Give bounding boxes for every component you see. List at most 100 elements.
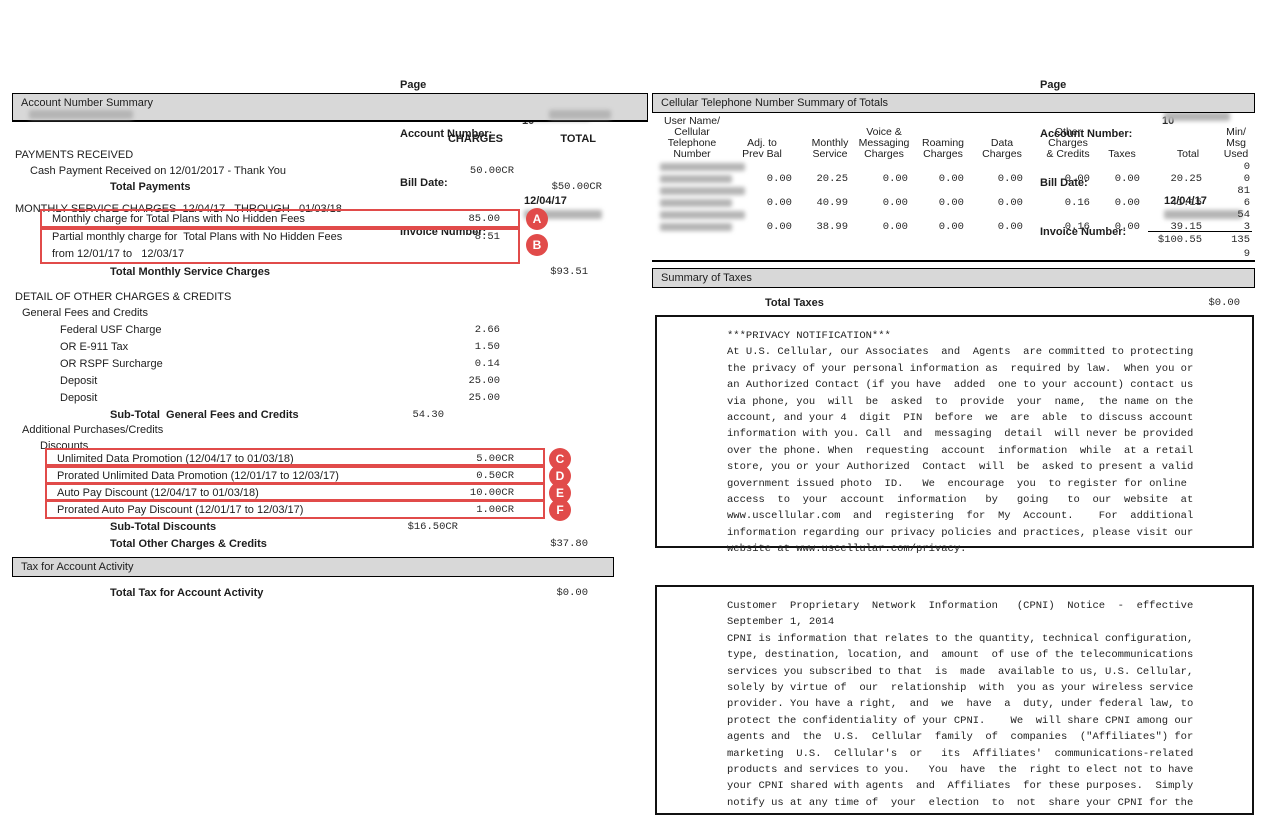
col-header-name: User Name/ Cellular Telephone Number <box>663 115 720 160</box>
total-taxes-value: $0.00 <box>1208 297 1240 309</box>
page-label: Page <box>1040 79 1067 91</box>
table-grand-total: $100.55 <box>1157 234 1202 246</box>
redacted-phone-number <box>660 199 732 207</box>
discount-row-label: Prorated Unlimited Data Promotion (12/01… <box>57 470 339 482</box>
bill-date-label: Bill Date: <box>1040 177 1088 189</box>
cell-other: 0.16 <box>1064 221 1090 233</box>
general-fees-group-label: General Fees and Credits <box>22 307 148 319</box>
ctn-table-header: User Name/ Cellular Telephone Number Adj… <box>652 116 1258 160</box>
subtotal-discounts-label: Sub-Total Discounts <box>110 521 217 533</box>
additional-purchases-group-label: Additional Purchases/Credits <box>22 424 164 436</box>
cell-other: 0.00 <box>1064 173 1090 185</box>
col-header-total: Total <box>1176 148 1200 160</box>
row-msg-used: 0 <box>1243 173 1250 185</box>
account-number-summary-bar: Account Number Summary <box>12 93 648 122</box>
redacted-invoice-number <box>1164 210 1242 219</box>
page-3-header: Page 3 of 10 Account Number: Bill Date: … <box>400 25 648 257</box>
fee-row-value: 2.66 <box>474 324 500 336</box>
monthly-charge-value: 85.00 <box>468 213 500 225</box>
ctn-summary-title: Cellular Telephone Number Summary of Tot… <box>661 97 889 109</box>
monthly-charge-row-label: Monthly charge for Total Plans with No H… <box>52 213 305 225</box>
partial-charge-row-label: Partial monthly charge for Total Plans w… <box>52 231 343 243</box>
annotation-badge-f: F <box>549 499 571 521</box>
subtotal-general-fees-value: 54.30 <box>412 409 444 421</box>
other-charges-section-heading: DETAIL OF OTHER CHARGES & CREDITS <box>15 291 232 303</box>
cell-monthly: 20.25 <box>816 173 848 185</box>
annotation-badge-b: B <box>526 234 548 256</box>
total-tax-value: $0.00 <box>556 587 588 599</box>
total-tax-label: Total Tax for Account Activity <box>110 587 264 599</box>
total-monthly-value: $93.51 <box>550 266 588 278</box>
bill-date-label: Bill Date: <box>400 177 448 189</box>
cash-payment-row-label: Cash Payment Received on 12/01/2017 - Th… <box>30 165 287 177</box>
col-header-minmsg: Min/ Msg Used <box>1223 126 1249 160</box>
row-msg-used: 6 <box>1243 197 1250 209</box>
cell-taxes: 0.00 <box>1114 221 1140 233</box>
col-header-data: Data Charges <box>982 137 1022 160</box>
cell-roaming: 0.00 <box>938 173 964 185</box>
subtotal-discounts-value: $16.50CR <box>407 521 458 533</box>
annotation-badge-a: A <box>526 208 548 230</box>
cell-total: 20.25 <box>1170 173 1202 185</box>
partial-charge-value: 8.51 <box>474 231 500 243</box>
col-header-monthly: Monthly Service <box>811 137 849 160</box>
cash-payment-charges: 50.00CR <box>469 165 514 177</box>
fee-row-label: Federal USF Charge <box>60 324 162 336</box>
bill-page-3: Page 3 of 10 Account Number: Bill Date: … <box>12 0 648 827</box>
row-min-used: 81 <box>1237 185 1250 197</box>
privacy-notification-box: ***PRIVACY NOTIFICATION*** At U.S. Cellu… <box>655 315 1254 555</box>
cell-data: 0.00 <box>997 197 1023 209</box>
invoice-number-label: Invoice Number: <box>400 226 487 238</box>
privacy-notification-text: ***PRIVACY NOTIFICATION*** At U.S. Cellu… <box>727 330 1194 556</box>
redacted-invoice-number <box>524 210 602 219</box>
redacted-user-name <box>660 187 745 195</box>
bill-date-value: 12/04/17 <box>1164 195 1207 207</box>
table-total-msg: 9 <box>1243 248 1250 260</box>
fee-row-value: 25.00 <box>468 392 500 404</box>
subtotal-general-fees-label: Sub-Total General Fees and Credits <box>110 409 299 421</box>
total-column-header: TOTAL <box>560 133 596 145</box>
cell-adj: 0.00 <box>766 221 792 233</box>
account-number-label: Account Number: <box>1040 128 1133 140</box>
discount-row-label: Prorated Auto Pay Discount (12/01/17 to … <box>57 504 304 516</box>
cell-data: 0.00 <box>997 221 1023 233</box>
discount-row-value: 0.50CR <box>476 470 514 482</box>
charges-column-header: CHARGES <box>447 133 503 145</box>
redacted-user-name <box>660 163 745 171</box>
cpni-notice-box: Customer Proprietary Network Information… <box>655 585 1254 815</box>
fee-row-value: 1.50 <box>474 341 500 353</box>
col-header-other: Other Charges & Credits <box>1046 126 1090 160</box>
cell-other: 0.16 <box>1064 197 1090 209</box>
page-label: Page <box>400 79 427 91</box>
discount-row-value: 10.00CR <box>469 487 514 499</box>
cell-adj: 0.00 <box>766 173 792 185</box>
cell-roaming: 0.00 <box>938 197 964 209</box>
summary-of-taxes-bar: Summary of Taxes <box>652 268 1255 288</box>
fee-row-label: OR RSPF Surcharge <box>60 358 163 370</box>
bill-page-4: Page 4 of 10 Account Number: Bill Date: … <box>652 0 1258 827</box>
ctn-summary-bar: Cellular Telephone Number Summary of Tot… <box>652 93 1255 113</box>
cell-adj: 0.00 <box>766 197 792 209</box>
redacted-account-number-right <box>549 110 611 119</box>
cell-total: 39.15 <box>1170 221 1202 233</box>
col-header-voice: Voice & Messaging Charges <box>858 126 910 160</box>
redacted-user-name <box>660 211 745 219</box>
fee-row-label: Deposit <box>60 392 98 404</box>
table-total-min: 135 <box>1231 234 1250 246</box>
fee-row-value: 25.00 <box>468 375 500 387</box>
redacted-phone-number <box>660 223 732 231</box>
annotation-badge-e: E <box>549 482 571 504</box>
redacted-customer-name <box>29 110 133 119</box>
total-payments-label: Total Payments <box>110 181 191 193</box>
total-other-charges-value: $37.80 <box>550 538 588 550</box>
redacted-account-number <box>1164 112 1230 121</box>
row-min-used: 54 <box>1237 209 1250 221</box>
account-summary-title: Account Number Summary <box>21 97 154 109</box>
cell-voice: 0.00 <box>882 173 908 185</box>
discount-row-label: Auto Pay Discount (12/04/17 to 01/03/18) <box>57 487 259 499</box>
tax-for-account-activity-bar: Tax for Account Activity <box>12 557 614 577</box>
fee-row-value: 0.14 <box>474 358 500 370</box>
cell-total: 41.15 <box>1170 197 1202 209</box>
cell-monthly: 38.99 <box>816 221 848 233</box>
fee-row-label: OR E-911 Tax <box>60 341 129 353</box>
